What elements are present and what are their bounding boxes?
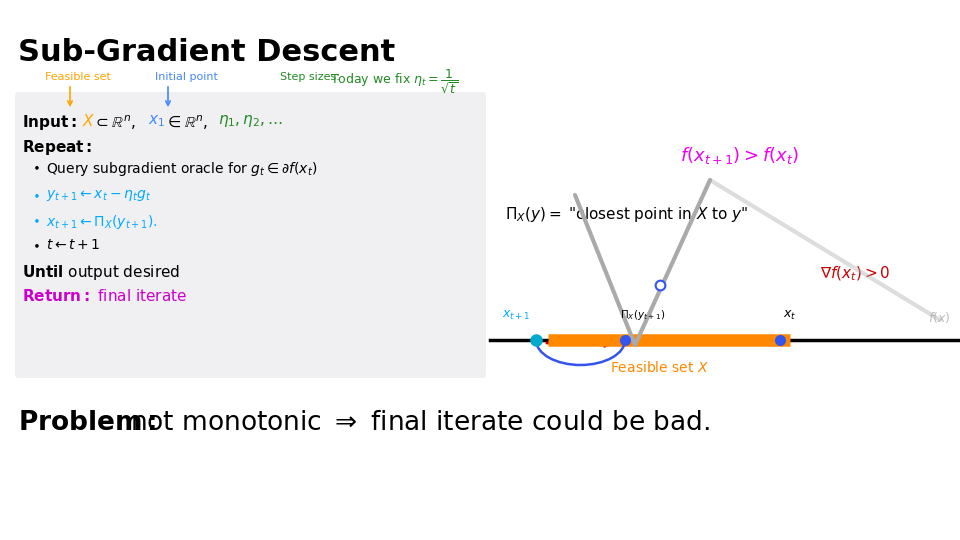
Text: $x_{t+1}$: $x_{t+1}$ — [502, 309, 531, 322]
Text: $\in \mathbb{R}^n,$: $\in \mathbb{R}^n,$ — [165, 113, 208, 132]
Text: $X$: $X$ — [82, 113, 95, 129]
Text: $\mathbf{Return:}$ final iterate: $\mathbf{Return:}$ final iterate — [22, 288, 187, 304]
Text: $f(x_{t+1}) > f(x_t)$: $f(x_{t+1}) > f(x_t)$ — [680, 145, 799, 166]
Text: Today we fix $\eta_t = \dfrac{1}{\sqrt{t}}$: Today we fix $\eta_t = \dfrac{1}{\sqrt{t… — [330, 68, 459, 96]
Text: not monotonic $\Rightarrow$ final iterate could be bad.: not monotonic $\Rightarrow$ final iterat… — [130, 410, 709, 436]
Text: $\mathbf{Until}$ output desired: $\mathbf{Until}$ output desired — [22, 263, 180, 282]
Text: Step sizes:: Step sizes: — [280, 72, 344, 82]
Text: $\Pi_X(y) = $ "closest point in $X$ to $y$": $\Pi_X(y) = $ "closest point in $X$ to $… — [505, 205, 749, 224]
Text: $f(x)$: $f(x)$ — [928, 310, 950, 325]
Text: Query subgradient oracle for $g_t \in \partial f(x_t)$: Query subgradient oracle for $g_t \in \p… — [46, 160, 318, 178]
Text: Feasible set $X$: Feasible set $X$ — [611, 360, 709, 375]
Text: $\mathbf{Problem:}$: $\mathbf{Problem:}$ — [18, 410, 156, 436]
Text: $t \leftarrow t + 1$: $t \leftarrow t + 1$ — [46, 238, 101, 252]
Text: $x_{t+1} \leftarrow \Pi_X \left( y_{t+1} \right).$: $x_{t+1} \leftarrow \Pi_X \left( y_{t+1}… — [46, 213, 157, 231]
Text: Initial point: Initial point — [155, 72, 218, 82]
Text: $\nabla f(x_t) > 0$: $\nabla f(x_t) > 0$ — [820, 265, 891, 284]
Text: $\bullet$: $\bullet$ — [32, 238, 39, 251]
Text: $y_{t+1} \leftarrow x_t - \eta_t g_t$: $y_{t+1} \leftarrow x_t - \eta_t g_t$ — [46, 188, 152, 203]
Text: $\subset \mathbb{R}^n,$: $\subset \mathbb{R}^n,$ — [93, 113, 135, 132]
Text: $\eta_1, \eta_2, \ldots$: $\eta_1, \eta_2, \ldots$ — [218, 113, 283, 129]
Text: $x_1$: $x_1$ — [148, 113, 165, 129]
Text: $\bullet$: $\bullet$ — [32, 213, 39, 226]
Text: Sub-Gradient Descent: Sub-Gradient Descent — [18, 38, 396, 67]
Text: $\Pi_X(y_{t+1})$: $\Pi_X(y_{t+1})$ — [620, 308, 665, 322]
Text: $\bullet$: $\bullet$ — [32, 188, 39, 201]
FancyBboxPatch shape — [15, 92, 486, 378]
Text: $\mathbf{Repeat:}$: $\mathbf{Repeat:}$ — [22, 138, 92, 157]
Text: $\mathbf{Input:}$: $\mathbf{Input:}$ — [22, 113, 77, 132]
Text: Feasible set: Feasible set — [45, 72, 110, 82]
Text: $\bullet$: $\bullet$ — [32, 160, 39, 173]
Text: $x_t$: $x_t$ — [783, 309, 797, 322]
